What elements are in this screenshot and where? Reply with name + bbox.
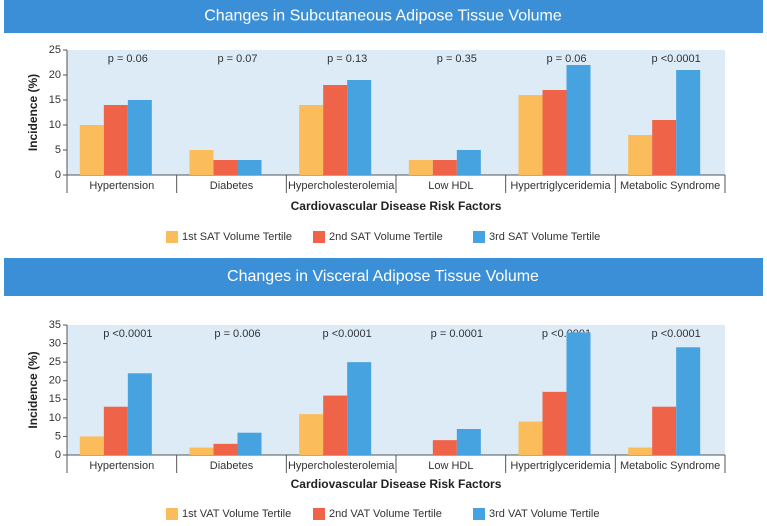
bar (127, 100, 152, 175)
bar (518, 421, 543, 455)
legend-label: 2nd SAT Volume Tertile (329, 231, 443, 243)
y-tick-label: 0 (55, 449, 61, 461)
chart-title: Changes in Subcutaneous Adipose Tissue V… (204, 8, 562, 25)
x-tick-label: Metabolic Syndrome (620, 180, 720, 192)
bar (103, 105, 128, 175)
y-tick-label: 5 (55, 144, 61, 156)
bar (347, 80, 372, 175)
bar (652, 120, 677, 175)
legend-label: 1st SAT Volume Tertile (182, 231, 292, 243)
bar (566, 332, 591, 455)
p-value: p <0.0001 (103, 328, 152, 340)
p-value: p <0.0001 (652, 328, 701, 340)
legend-swatch (473, 231, 485, 243)
bar (323, 85, 348, 175)
x-tick-label: Hypertension (89, 180, 154, 192)
bar (299, 414, 324, 455)
bar (237, 160, 262, 175)
bar (189, 150, 214, 175)
chart-title: Changes in Visceral Adipose Tissue Volum… (227, 268, 539, 285)
bar (127, 373, 152, 455)
y-tick-label: 15 (49, 393, 61, 405)
bar (347, 362, 372, 455)
legend-swatch (313, 508, 325, 520)
x-axis-title: Cardiovascular Disease Risk Factors (291, 477, 502, 491)
x-tick-label: Low HDL (428, 460, 473, 472)
y-tick-label: 30 (49, 337, 61, 349)
legend-swatch (166, 231, 178, 243)
y-axis-title: Incidence (%) (26, 351, 40, 428)
bar (213, 443, 238, 455)
y-axis-title: Incidence (%) (26, 74, 40, 151)
legend-label: 3rd VAT Volume Tertile (489, 508, 599, 520)
bar (542, 391, 567, 455)
legend-label: 3rd SAT Volume Tertile (489, 231, 600, 243)
bar (237, 432, 262, 455)
legend-label: 1st VAT Volume Tertile (182, 508, 291, 520)
title-banner (4, 258, 763, 296)
y-tick-label: 5 (55, 430, 61, 442)
y-tick-label: 25 (49, 356, 61, 368)
p-value: p = 0.07 (217, 53, 257, 65)
x-tick-label: Hypertriglyceridemia (510, 180, 611, 192)
x-axis-title: Cardiovascular Disease Risk Factors (291, 199, 502, 213)
bar (676, 347, 701, 455)
legend-swatch (166, 508, 178, 520)
title-banner (4, 0, 763, 33)
y-tick-label: 20 (49, 69, 61, 81)
x-tick-label: Low HDL (428, 180, 473, 192)
x-tick-label: Metabolic Syndrome (620, 460, 720, 472)
y-tick-label: 35 (49, 319, 61, 331)
bar (79, 436, 104, 455)
bar (456, 429, 481, 455)
bar (542, 90, 567, 175)
bar (566, 65, 591, 175)
bar (299, 105, 324, 175)
bar (628, 447, 653, 455)
bar (189, 447, 214, 455)
p-value: p = 0.06 (546, 53, 586, 65)
p-value: p = 0.13 (327, 53, 367, 65)
p-value: p <0.0001 (323, 328, 372, 340)
p-value: p = 0.006 (214, 328, 260, 340)
bar (432, 160, 457, 175)
x-tick-label: Hypertriglyceridemia (510, 460, 611, 472)
bar (323, 395, 348, 455)
x-tick-label: Diabetes (210, 180, 254, 192)
p-value: p = 0.0001 (431, 328, 483, 340)
y-tick-label: 10 (49, 412, 61, 424)
plot-area (67, 50, 725, 175)
x-tick-label: Hypertension (89, 460, 154, 472)
bar (103, 406, 128, 455)
legend-swatch (473, 508, 485, 520)
bar (456, 150, 481, 175)
bar (652, 406, 677, 455)
bar (628, 135, 653, 175)
y-tick-label: 10 (49, 119, 61, 131)
x-tick-label: Hypercholesterolemia (288, 180, 395, 192)
y-tick-label: 25 (49, 44, 61, 56)
bar (213, 160, 238, 175)
x-tick-label: Hypercholesterolemia (288, 460, 395, 472)
x-tick-label: Diabetes (210, 460, 254, 472)
bar (79, 125, 104, 175)
legend-label: 2nd VAT Volume Tertile (329, 508, 442, 520)
bar (676, 70, 701, 175)
bar (518, 95, 543, 175)
bar (432, 440, 457, 455)
bar (408, 160, 433, 175)
p-value: p <0.0001 (652, 53, 701, 65)
p-value: p = 0.06 (108, 53, 148, 65)
y-tick-label: 15 (49, 94, 61, 106)
plot-area (67, 325, 725, 455)
y-tick-label: 0 (55, 169, 61, 181)
p-value: p = 0.35 (437, 53, 477, 65)
legend-swatch (313, 231, 325, 243)
y-tick-label: 20 (49, 375, 61, 387)
